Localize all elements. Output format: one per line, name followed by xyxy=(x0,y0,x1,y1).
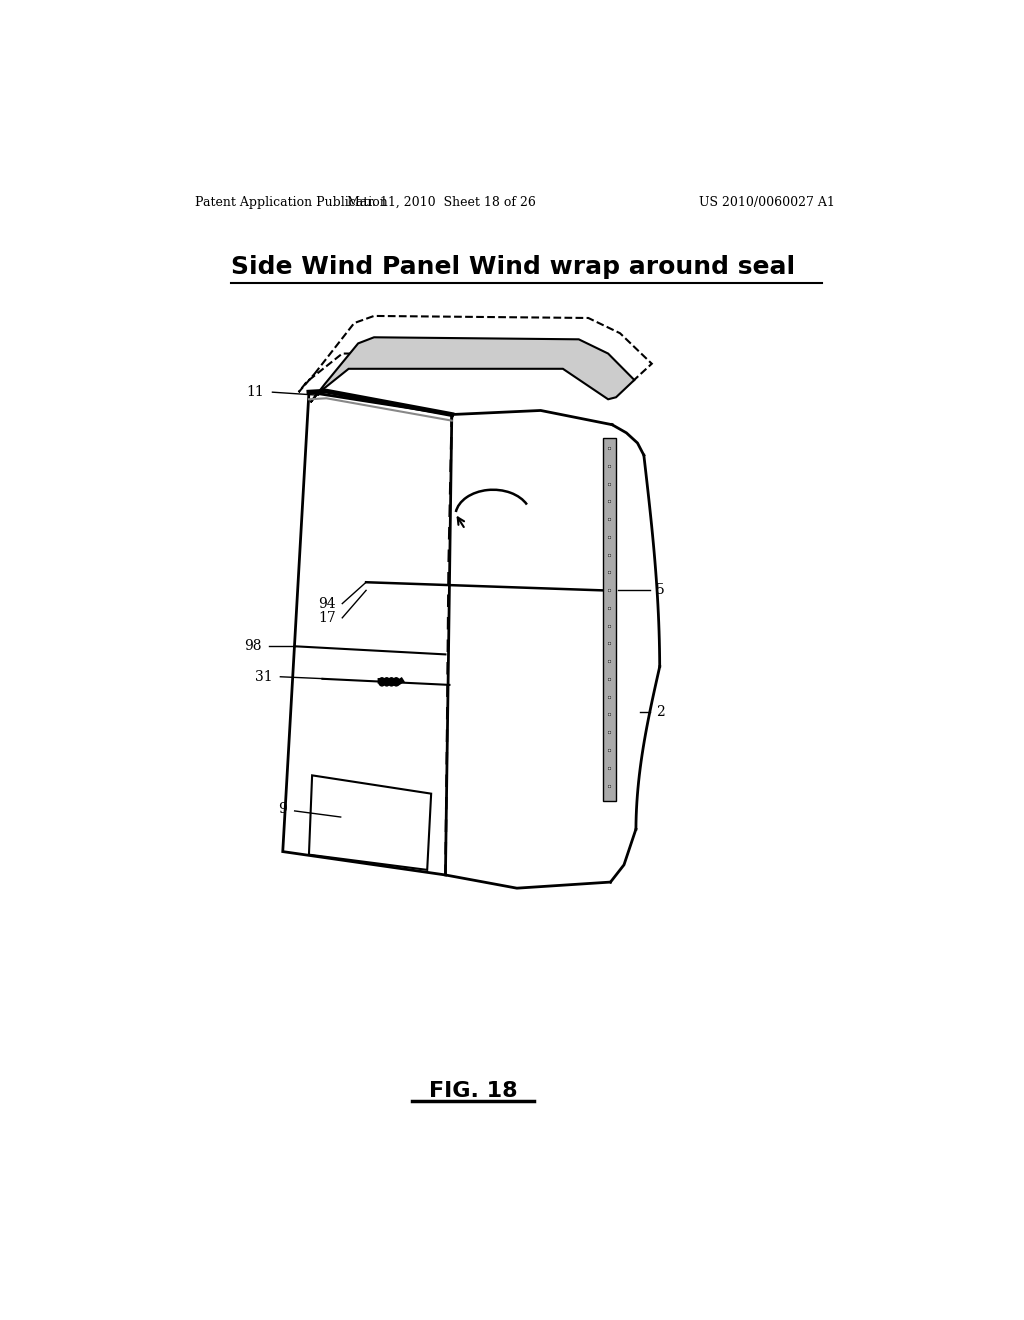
Text: 11: 11 xyxy=(247,385,264,399)
Text: US 2010/0060027 A1: US 2010/0060027 A1 xyxy=(699,195,836,209)
Text: FIG. 18: FIG. 18 xyxy=(429,1081,517,1101)
Text: Side Wind Panel Wind wrap around seal: Side Wind Panel Wind wrap around seal xyxy=(231,255,796,279)
Text: 5: 5 xyxy=(655,583,665,598)
Circle shape xyxy=(379,677,385,686)
Circle shape xyxy=(384,677,390,686)
Text: 17: 17 xyxy=(318,611,336,624)
Polygon shape xyxy=(602,438,616,801)
Text: Patent Application Publication: Patent Application Publication xyxy=(196,195,388,209)
Circle shape xyxy=(393,677,399,686)
Text: 9: 9 xyxy=(278,801,287,816)
Text: 94: 94 xyxy=(318,597,336,611)
Text: 2: 2 xyxy=(655,705,665,719)
Polygon shape xyxy=(310,338,634,403)
Circle shape xyxy=(388,677,394,686)
Text: 98: 98 xyxy=(244,639,261,653)
Text: Mar. 11, 2010  Sheet 18 of 26: Mar. 11, 2010 Sheet 18 of 26 xyxy=(347,195,536,209)
Text: 31: 31 xyxy=(255,669,272,684)
